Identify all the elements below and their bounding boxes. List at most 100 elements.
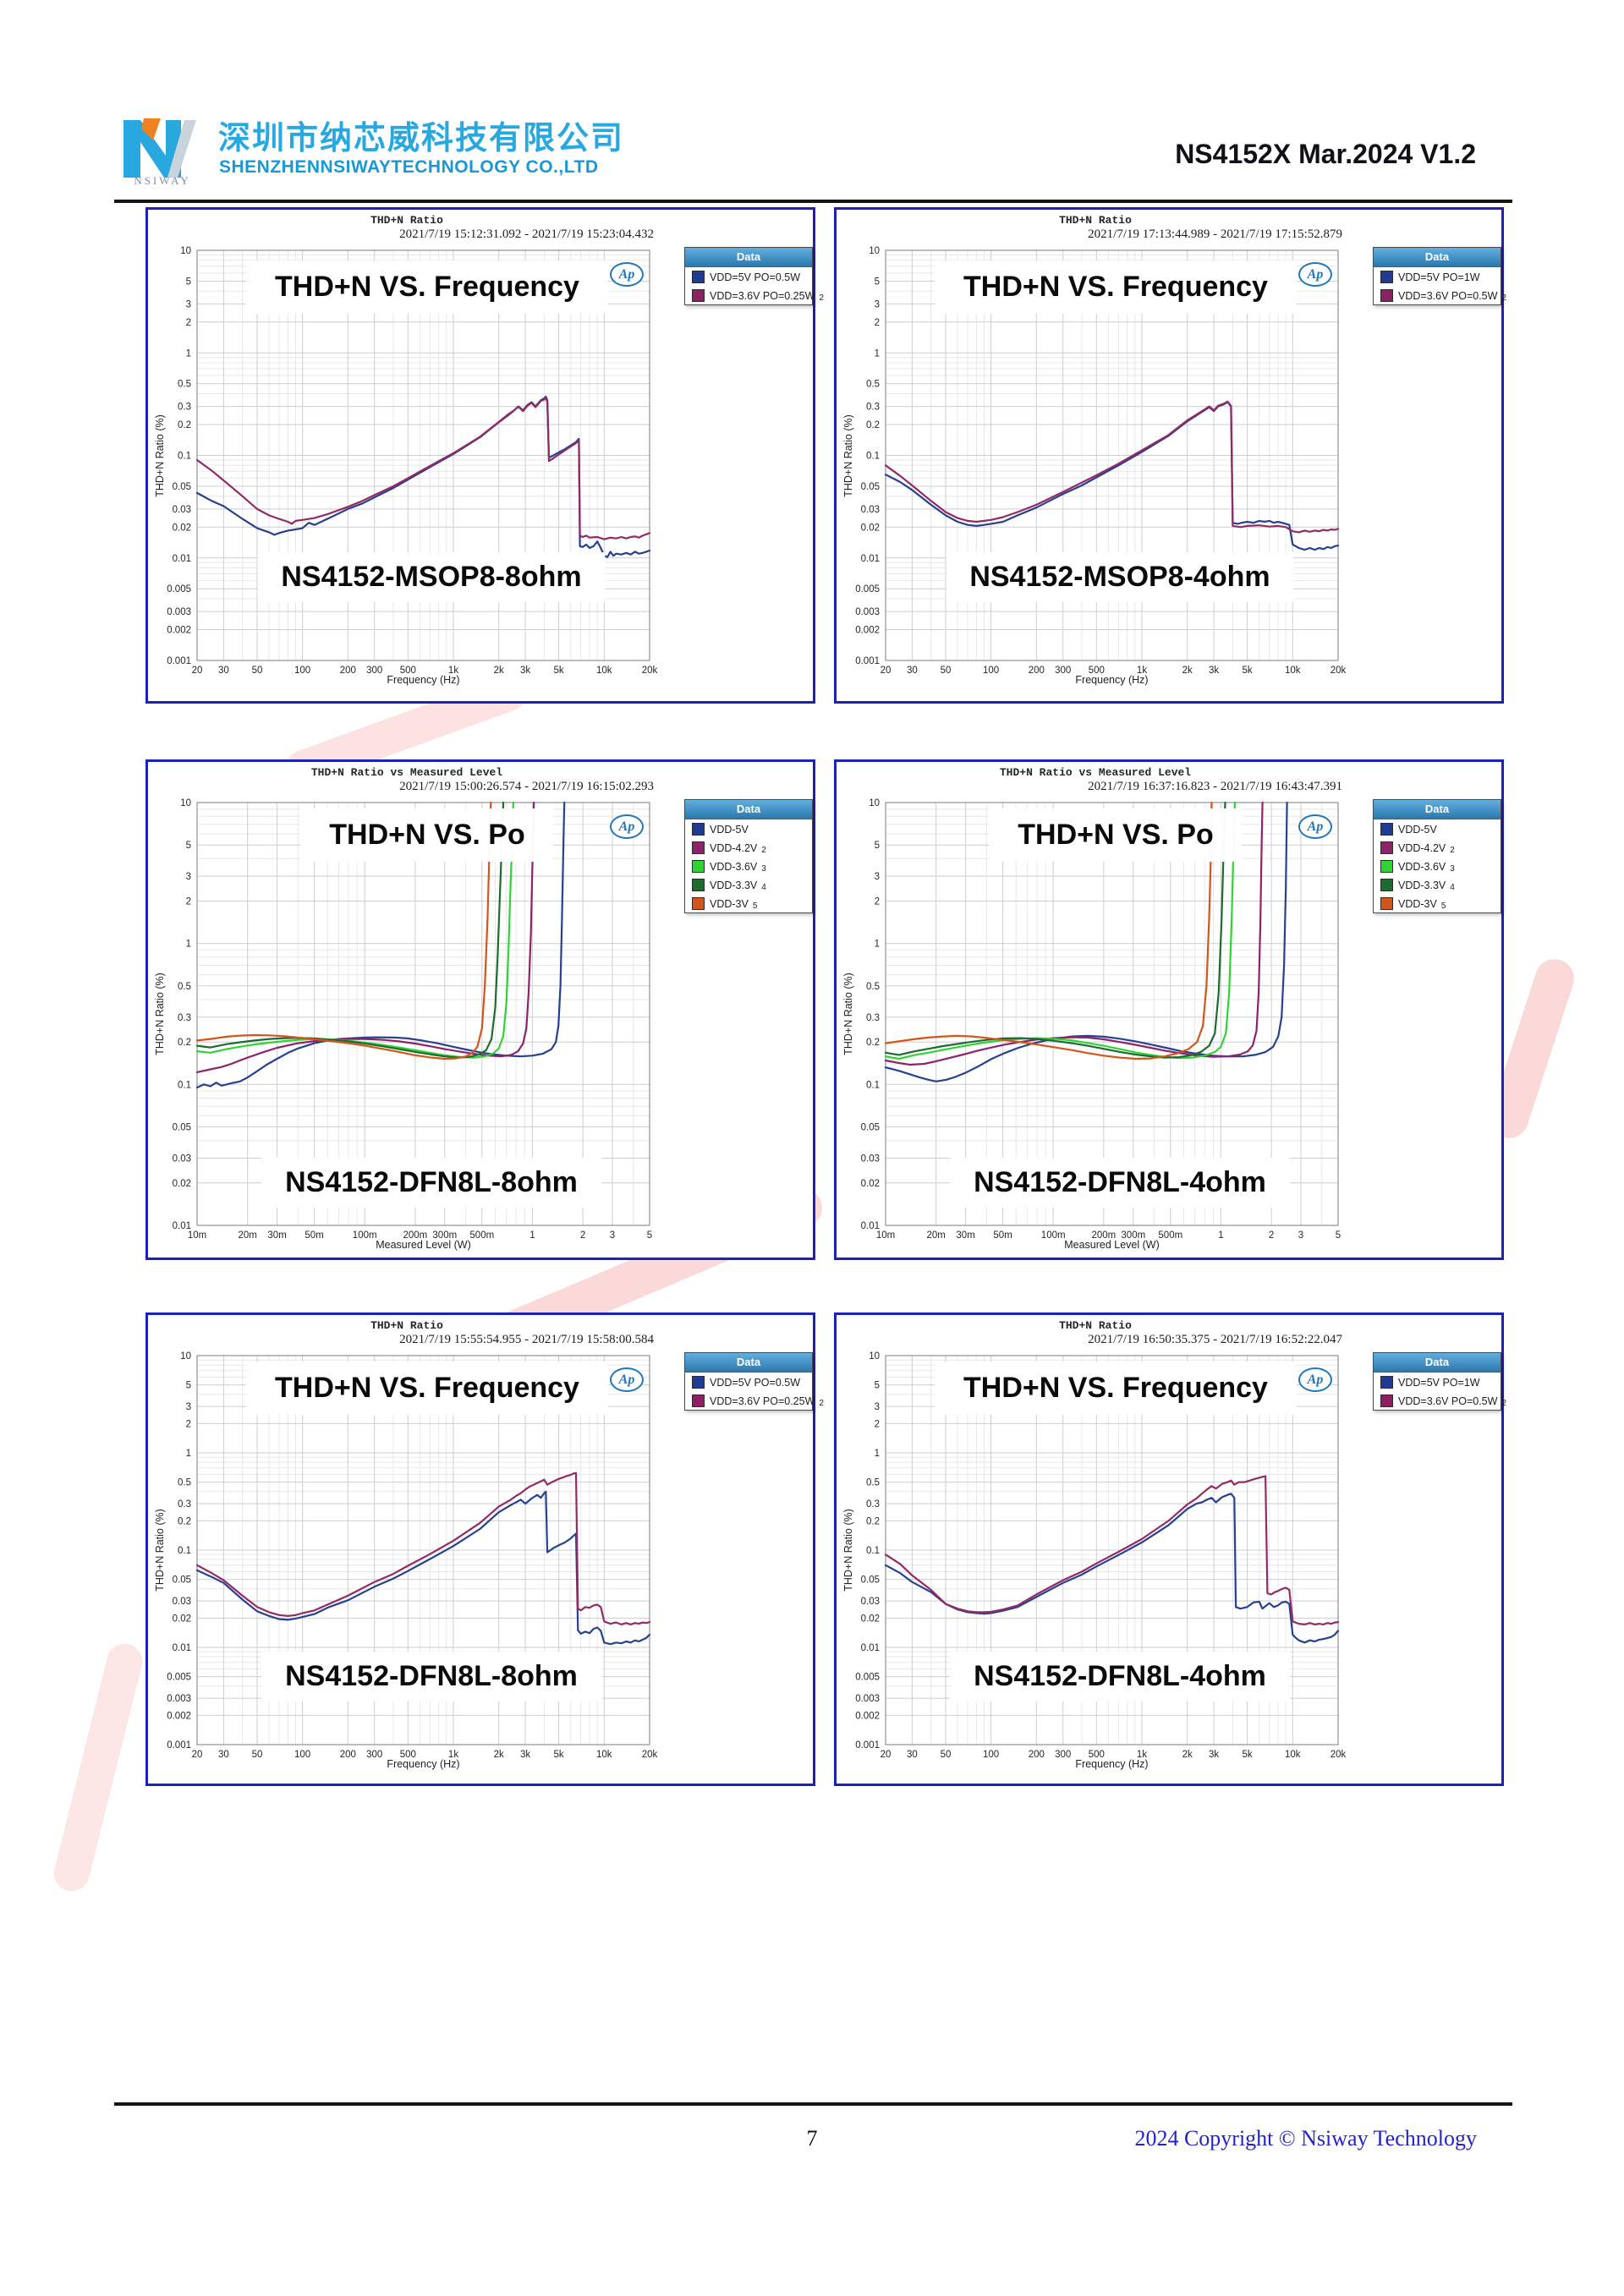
logo-wordmark: NSIWAY <box>134 174 191 187</box>
svg-text:100m: 100m <box>353 1230 377 1241</box>
header-divider <box>114 200 1512 203</box>
svg-text:3: 3 <box>875 872 880 882</box>
svg-text:0.3: 0.3 <box>866 1499 880 1510</box>
svg-text:0.3: 0.3 <box>866 1013 880 1023</box>
svg-text:200m: 200m <box>1092 1230 1116 1241</box>
audio-precision-logo-icon: Ap <box>610 1367 644 1392</box>
svg-text:0.02: 0.02 <box>173 523 191 533</box>
svg-text:3: 3 <box>1298 1230 1303 1241</box>
legend-header: Data <box>685 800 812 819</box>
svg-text:30: 30 <box>218 666 229 676</box>
svg-text:0.03: 0.03 <box>861 505 880 515</box>
x-axis-title: Frequency (Hz) <box>1075 1758 1149 1770</box>
legend-item-label: VDD-4.2V <box>1398 841 1446 854</box>
legend-item: VDD-3V 5 <box>685 894 812 912</box>
chart-title: THD+N Ratio vs Measured Level <box>999 766 1192 779</box>
svg-text:0.01: 0.01 <box>173 1643 191 1653</box>
svg-text:1: 1 <box>186 348 191 359</box>
svg-text:0.01: 0.01 <box>861 1221 880 1231</box>
svg-text:1: 1 <box>186 940 191 950</box>
svg-text:3: 3 <box>186 1402 191 1412</box>
svg-text:100m: 100m <box>1041 1230 1066 1241</box>
svg-text:5: 5 <box>647 1230 652 1241</box>
audio-precision-logo-icon: Ap <box>1298 262 1332 287</box>
svg-text:20k: 20k <box>642 1750 658 1760</box>
svg-text:0.003: 0.003 <box>855 607 880 617</box>
svg-text:0.2: 0.2 <box>866 1516 880 1526</box>
legend-swatch <box>692 897 705 910</box>
legend: Data VDD=5V PO=0.5W VDD=3.6V PO=0.25W 2 <box>684 247 824 305</box>
legend-swatch <box>692 289 705 302</box>
legend-header: Data <box>1374 800 1501 819</box>
legend-swatch <box>692 1395 705 1407</box>
legend-swatch <box>1380 1376 1393 1389</box>
legend-item-subscript: 4 <box>761 883 766 892</box>
svg-text:2k: 2k <box>1182 666 1193 676</box>
chart-timestamp: 2021/7/19 16:50:35.375 - 2021/7/19 16:52… <box>1088 1333 1342 1346</box>
chart-type-label: THD+N VS. Frequency <box>246 260 608 314</box>
legend-item: VDD-4.2V 2 <box>1374 838 1501 857</box>
watermark-stroke <box>50 1640 146 1895</box>
svg-text:0.05: 0.05 <box>173 1575 191 1586</box>
legend-header: Data <box>1374 248 1501 267</box>
legend: Data VDD=5V PO=1W VDD=3.6V PO=0.5W 2 <box>1373 247 1506 305</box>
svg-text:0.01: 0.01 <box>173 554 191 564</box>
legend-item-label: VDD=5V PO=1W <box>1398 1376 1480 1389</box>
chart-panel-dfn8l-8ohm-po: THD+N Ratio vs Measured Level 2021/7/19 … <box>145 759 815 1260</box>
svg-text:0.02: 0.02 <box>861 1179 880 1189</box>
x-axis-title: Measured Level (W) <box>1064 1239 1160 1251</box>
audio-precision-logo-icon: Ap <box>610 814 644 839</box>
svg-text:300: 300 <box>366 666 382 676</box>
svg-text:5k: 5k <box>1243 666 1253 676</box>
svg-text:2: 2 <box>580 1230 585 1241</box>
svg-text:3: 3 <box>875 299 880 310</box>
legend-item: VDD=5V PO=1W <box>1374 1373 1501 1391</box>
svg-text:300: 300 <box>1055 1750 1071 1760</box>
svg-text:20: 20 <box>192 666 203 676</box>
legend-header: Data <box>685 248 812 267</box>
legend-item-subscript: 2 <box>1501 293 1506 303</box>
svg-text:0.03: 0.03 <box>861 1597 880 1607</box>
svg-text:20: 20 <box>192 1750 203 1760</box>
svg-text:0.1: 0.1 <box>866 1080 880 1090</box>
x-axis-title: Frequency (Hz) <box>387 674 460 686</box>
chart-timestamp: 2021/7/19 15:55:54.955 - 2021/7/19 15:58… <box>399 1333 654 1346</box>
svg-text:0.1: 0.1 <box>178 452 191 462</box>
svg-text:0.005: 0.005 <box>167 1673 191 1683</box>
legend-item-label: VDD-3V <box>1398 897 1437 910</box>
legend-swatch <box>692 841 705 854</box>
svg-text:10: 10 <box>180 246 191 256</box>
legend-item-subscript: 2 <box>761 846 766 855</box>
legend-item: VDD=3.6V PO=0.5W 2 <box>1374 1391 1506 1410</box>
legend-swatch <box>692 860 705 873</box>
part-number-label: NS4152-DFN8L-4ohm <box>950 1158 1290 1208</box>
legend-items: VDD-5V VDD-4.2V 2 VDD-3.6V 3 VDD-3.3V 4 VDD-3V 5 <box>1374 819 1501 912</box>
svg-text:2k: 2k <box>1182 1750 1193 1760</box>
legend-item-subscript: 2 <box>819 1399 824 1408</box>
svg-text:30: 30 <box>907 666 918 676</box>
chart-timestamp: 2021/7/19 15:00:26.574 - 2021/7/19 16:15… <box>399 780 654 793</box>
svg-text:0.3: 0.3 <box>178 1499 191 1510</box>
chart-type-label: THD+N VS. Po <box>300 808 554 862</box>
legend-swatch <box>1380 823 1393 836</box>
legend-item-subscript: 5 <box>1440 901 1446 911</box>
svg-text:100: 100 <box>294 666 310 676</box>
svg-text:0.2: 0.2 <box>178 420 191 430</box>
svg-text:30: 30 <box>218 1750 229 1760</box>
svg-text:10: 10 <box>869 1351 880 1362</box>
svg-text:0.05: 0.05 <box>173 482 191 492</box>
chart-title: THD+N Ratio vs Measured Level <box>310 766 503 779</box>
svg-text:3: 3 <box>875 1402 880 1412</box>
x-axis-title: Frequency (Hz) <box>1075 674 1149 686</box>
chart-panel-dfn8l-4ohm-po: THD+N Ratio vs Measured Level 2021/7/19 … <box>834 759 1504 1260</box>
svg-text:0.003: 0.003 <box>167 1694 191 1704</box>
svg-text:0.05: 0.05 <box>173 1123 191 1133</box>
svg-text:0.1: 0.1 <box>178 1080 191 1090</box>
chart-timestamp: 2021/7/19 17:13:44.989 - 2021/7/19 17:15… <box>1088 227 1342 241</box>
legend-item-label: VDD-4.2V <box>710 841 758 854</box>
svg-text:20m: 20m <box>927 1230 946 1241</box>
chart-panel-msop8-4ohm: THD+N Ratio 2021/7/19 17:13:44.989 - 202… <box>834 207 1506 704</box>
svg-text:50: 50 <box>252 1750 263 1760</box>
svg-text:100: 100 <box>294 1750 310 1760</box>
legend-item: VDD-3.3V 4 <box>685 875 812 894</box>
